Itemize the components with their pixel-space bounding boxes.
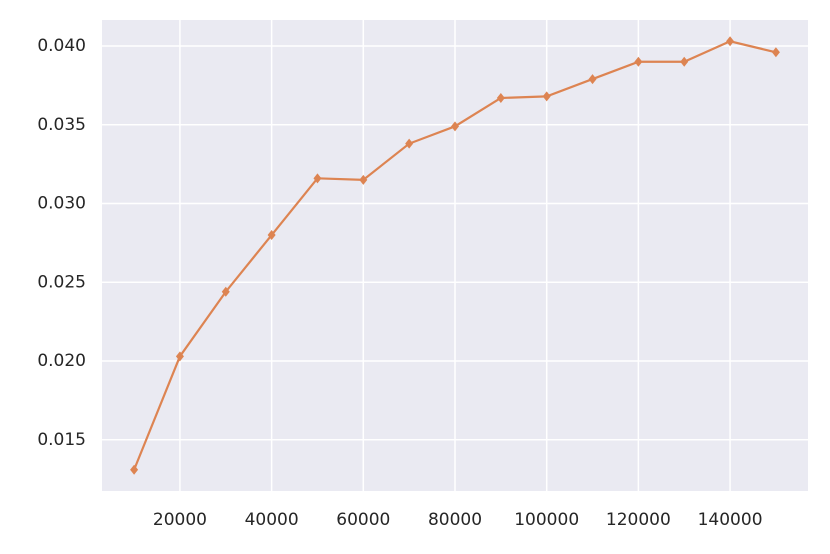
marker <box>451 121 459 132</box>
x-tick-label: 120000 <box>606 510 671 530</box>
marker <box>542 91 551 102</box>
marker <box>405 138 414 149</box>
marker <box>267 230 276 241</box>
marker <box>221 286 230 297</box>
marker <box>359 174 368 185</box>
marker <box>634 56 643 67</box>
y-tick-label: 0.030 <box>37 194 86 214</box>
y-tick-label: 0.015 <box>37 430 86 450</box>
y-tick-label: 0.040 <box>37 36 86 56</box>
marker <box>771 47 780 58</box>
marker <box>175 351 184 362</box>
x-tick-label: 60000 <box>336 510 390 530</box>
x-tick-label: 140000 <box>698 510 763 530</box>
marker <box>313 173 322 184</box>
x-tick-label: 100000 <box>514 510 579 530</box>
marker <box>130 464 139 475</box>
marker <box>496 92 505 103</box>
x-tick-label: 80000 <box>428 510 482 530</box>
x-tick-label: 40000 <box>245 510 299 530</box>
y-tick-label: 0.025 <box>37 272 86 292</box>
y-tick-label: 0.035 <box>37 115 86 135</box>
marker <box>588 74 597 85</box>
marker <box>680 56 689 67</box>
y-tick-label: 0.020 <box>37 351 86 371</box>
x-tick-label: 20000 <box>153 510 207 530</box>
marker <box>726 36 735 47</box>
